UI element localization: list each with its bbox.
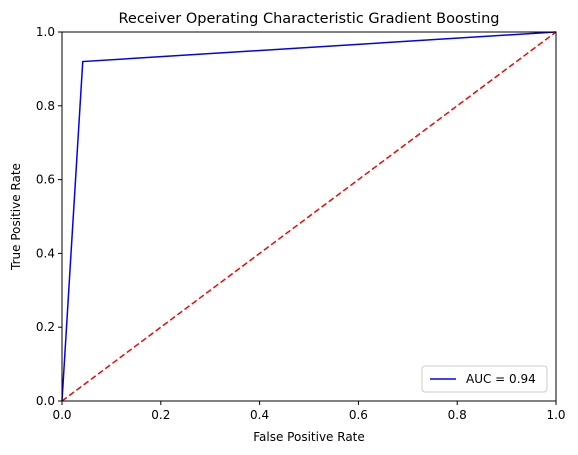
- y-tick-label: 0.6: [36, 173, 55, 187]
- legend-label-auc: AUC = 0.94: [466, 372, 536, 386]
- y-axis-label: True Positive Rate: [9, 163, 23, 271]
- x-tick-label: 1.0: [546, 408, 565, 422]
- diagonal-reference-line: [61, 31, 557, 402]
- y-axis-ticks: 0.0 0.2 0.4 0.6 0.8 1.0: [36, 25, 62, 408]
- y-tick-label: 0.2: [36, 320, 55, 334]
- x-tick-label: 0.0: [52, 408, 71, 422]
- x-tick-label: 0.6: [349, 408, 368, 422]
- x-tick-label: 0.8: [448, 408, 467, 422]
- legend-box: [421, 365, 548, 393]
- series-layer: [61, 31, 557, 402]
- plot-frame: [61, 31, 557, 402]
- legend: AUC = 0.94: [421, 365, 548, 393]
- y-tick-label: 1.0: [36, 25, 55, 39]
- x-tick-label: 0.4: [250, 408, 269, 422]
- roc-curve: [61, 31, 557, 402]
- x-tick-label: 0.2: [151, 408, 170, 422]
- x-axis-ticks: 0.0 0.2 0.4 0.6 0.8 1.0: [52, 401, 566, 422]
- y-tick-label: 0.8: [36, 99, 55, 113]
- chart-title: Receiver Operating Characteristic Gradie…: [119, 11, 500, 27]
- y-tick-label: 0.0: [36, 394, 55, 408]
- x-axis-label: False Positive Rate: [253, 430, 365, 444]
- y-tick-label: 0.4: [36, 246, 55, 260]
